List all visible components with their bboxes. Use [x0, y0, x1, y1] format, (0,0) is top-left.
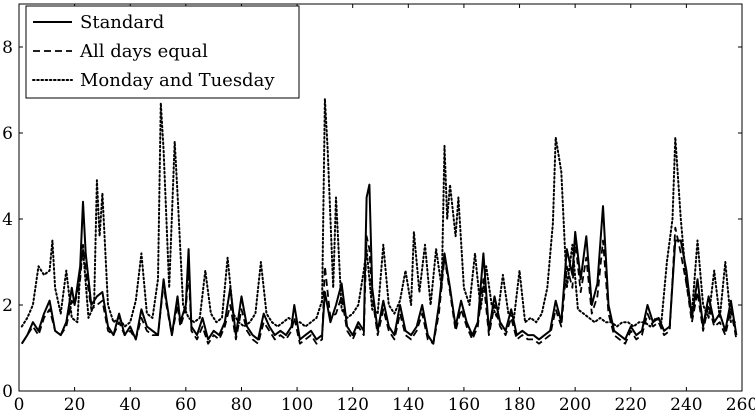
x-tick-label: 180 — [503, 395, 535, 411]
x-tick-label: 0 — [14, 395, 25, 411]
legend-label-3: Monday and Tuesday — [80, 70, 275, 91]
x-tick-label: 260 — [726, 395, 755, 411]
y-tick-label: 6 — [2, 124, 13, 144]
y-tick-label: 8 — [2, 38, 13, 58]
x-tick-label: 120 — [336, 395, 368, 411]
x-tick-label: 220 — [615, 395, 647, 411]
x-tick-label: 140 — [392, 395, 424, 411]
legend-label-2: All days equal — [79, 41, 208, 62]
y-tick-label: 2 — [2, 296, 13, 316]
x-tick-label: 100 — [281, 395, 313, 411]
plot-frame — [18, 3, 743, 392]
x-tick-label: 160 — [448, 395, 480, 411]
y-tick-label: 0 — [2, 382, 13, 402]
series-line-2 — [21, 226, 738, 345]
x-tick-label: 240 — [670, 395, 702, 411]
legend-label-1: Standard — [80, 12, 164, 33]
plot-area — [20, 97, 738, 345]
axes: 0 20 40 60 80 100 120 140 160 180 200 220 240 260 0 2 4 6… — [2, 3, 755, 411]
series-line-1 — [20, 183, 738, 345]
series-line-3 — [20, 97, 738, 328]
legend: Standard All days equal Monday and Tuesday — [25, 5, 300, 99]
x-tick-label: 40 — [119, 395, 141, 411]
x-tick-label: 20 — [64, 395, 86, 411]
x-tick-label: 200 — [559, 395, 591, 411]
x-tick-label: 80 — [231, 395, 253, 411]
y-tick-label: 4 — [2, 210, 13, 230]
x-tick-label: 60 — [175, 395, 197, 411]
